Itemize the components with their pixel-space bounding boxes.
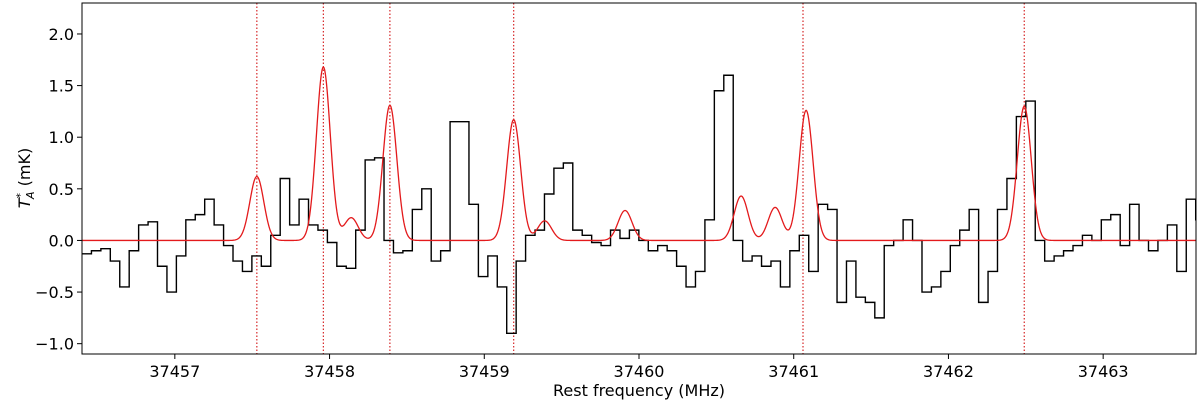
- y-tick-label: −1.0: [35, 335, 74, 354]
- x-tick-label: 37457: [149, 362, 200, 381]
- plot-area: [82, 3, 1196, 354]
- plot-series-group: [82, 3, 1196, 354]
- y-tick-label: 1.0: [49, 128, 74, 147]
- x-axis-label: Rest frequency (MHz): [553, 381, 725, 400]
- y-tick-label: −0.5: [35, 283, 74, 302]
- x-tick-label: 37463: [1078, 362, 1129, 381]
- y-axis-label-unit: (mK): [15, 148, 34, 192]
- x-axis: 37457 37458 37459 37460 37461 37462 37463: [149, 354, 1129, 381]
- y-tick-label: 2.0: [49, 25, 74, 44]
- x-tick-label: 37460: [614, 362, 665, 381]
- x-tick-label: 37461: [768, 362, 819, 381]
- y-axis-label-symbol: T: [15, 197, 34, 208]
- y-axis-label-sup: *: [14, 192, 27, 198]
- y-tick-label: 0.0: [49, 231, 74, 250]
- plot-frame: [81, 2, 1197, 355]
- x-tick-label: 37462: [923, 362, 974, 381]
- model-fit-series: [82, 66, 1196, 242]
- observed-spectrum-series: [82, 74, 1196, 335]
- x-tick-label: 37459: [459, 362, 510, 381]
- x-tick-label: 37458: [304, 362, 355, 381]
- y-axis: −1.0 −0.5 0.0 0.5 1.0 1.5 2.0: [35, 25, 82, 354]
- y-axis-label: T*A (mK): [14, 148, 37, 208]
- y-axis-label-sub: A: [24, 191, 37, 200]
- y-tick-label: 0.5: [49, 180, 74, 199]
- y-tick-label: 1.5: [49, 77, 74, 96]
